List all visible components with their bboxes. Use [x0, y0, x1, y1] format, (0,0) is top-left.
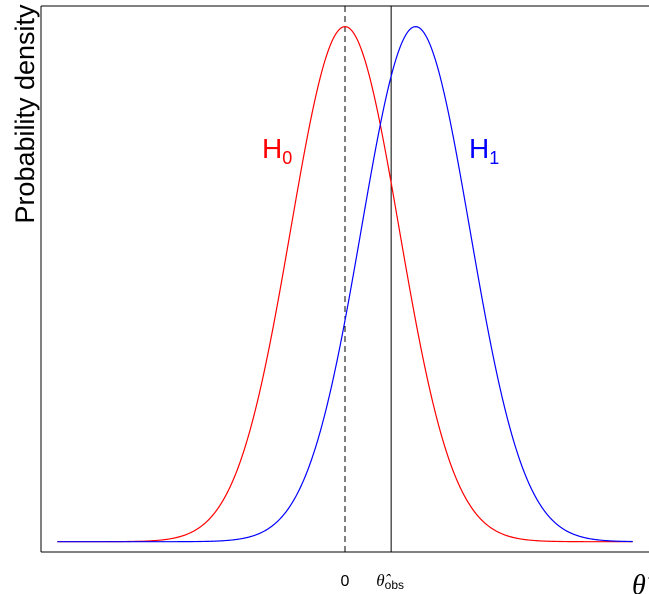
x-axis-label: θ̂ — [632, 570, 649, 594]
labels: H0 H1 Probability density 0 θ̂obs θ̂ — [10, 4, 649, 594]
x-tick-label-zero: 0 — [341, 573, 350, 590]
reference-lines — [344, 6, 392, 552]
series-label-h0: H0 — [262, 133, 292, 168]
series-group — [57, 25, 633, 543]
series-line-h0 — [57, 25, 633, 543]
series-label-h1: H1 — [469, 133, 499, 168]
series-line-h1 — [57, 25, 633, 543]
x-tick-label-theta-obs: θ̂obs — [376, 571, 404, 592]
y-axis-label: Probability density — [10, 4, 40, 224]
